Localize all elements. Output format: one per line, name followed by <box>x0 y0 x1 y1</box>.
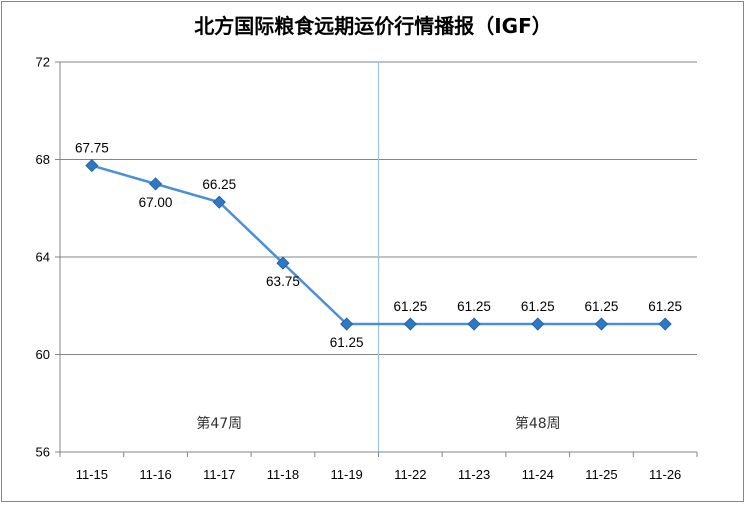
data-label: 61.25 <box>648 299 682 314</box>
y-tick-label: 56 <box>36 445 50 460</box>
x-tick-label: 11-17 <box>203 467 235 482</box>
data-point-marker <box>594 317 609 331</box>
series-markers <box>85 159 672 331</box>
x-tick-label: 11-26 <box>649 467 681 482</box>
data-point-marker <box>276 256 290 270</box>
data-label: 61.25 <box>457 299 491 314</box>
data-label: 63.75 <box>266 274 300 289</box>
data-point-marker <box>85 159 99 173</box>
week-label: 第48周 <box>515 415 561 432</box>
y-tick-label: 68 <box>36 152 50 167</box>
data-label: 61.25 <box>521 299 555 314</box>
x-tick-label: 11-22 <box>394 467 426 482</box>
data-label: 61.25 <box>330 335 364 350</box>
y-tick-label: 72 <box>36 55 50 70</box>
x-tick-label: 11-19 <box>331 467 363 482</box>
data-label: 61.25 <box>585 299 619 314</box>
data-point-marker <box>212 195 226 209</box>
chart-title: 北方国际粮食远期运价行情播报（IGF） <box>194 14 552 38</box>
x-tick-label: 11-18 <box>267 467 299 482</box>
data-point-marker <box>531 317 545 331</box>
x-tick-label: 11-16 <box>139 467 171 482</box>
y-tick-label: 64 <box>36 250 50 265</box>
data-point-marker <box>403 317 417 331</box>
gridlines <box>60 61 697 452</box>
data-labels: 67.75 67.00 66.25 63.75 61.25 61.25 61.25 61.25… <box>75 141 682 350</box>
data-label: 61.25 <box>393 299 427 314</box>
series-line-path <box>91 164 666 326</box>
data-point-marker <box>340 317 354 331</box>
x-tick-label: 11-24 <box>522 467 554 482</box>
axes <box>55 61 698 457</box>
data-point-marker <box>658 317 672 331</box>
week-label: 第47周 <box>196 415 242 432</box>
data-label: 67.00 <box>139 195 173 210</box>
series-line <box>91 164 666 326</box>
x-tick-labels: 11-15 11-16 11-17 11-18 11-19 11-22 11-23 11-24… <box>76 467 682 482</box>
y-tick-labels: 72 68 64 60 56 <box>36 55 50 460</box>
x-tick-label: 11-23 <box>458 467 490 482</box>
data-point-marker <box>467 317 481 331</box>
data-point-marker <box>148 177 163 191</box>
data-label: 66.25 <box>202 177 236 192</box>
y-tick-label: 60 <box>36 347 50 362</box>
data-label: 67.75 <box>75 141 109 156</box>
x-tick-label: 11-15 <box>76 467 108 482</box>
x-tick-label: 11-25 <box>585 467 617 482</box>
week-annotations: 第47周 第48周 <box>196 415 560 432</box>
